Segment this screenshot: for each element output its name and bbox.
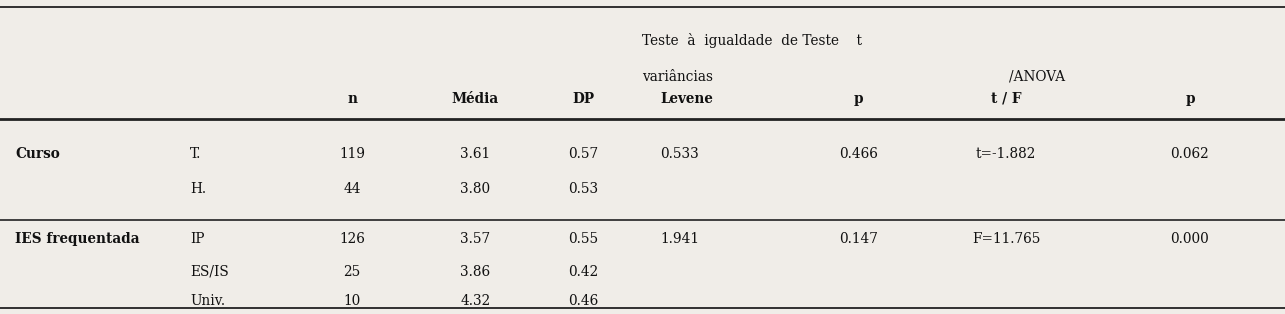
Text: 1.941: 1.941 [660, 232, 699, 246]
Text: Curso: Curso [15, 147, 60, 161]
Text: 0.46: 0.46 [568, 295, 599, 308]
Text: t=-1.882: t=-1.882 [977, 147, 1036, 161]
Text: Levene: Levene [660, 92, 713, 106]
Text: 44: 44 [343, 182, 361, 196]
Text: 25: 25 [343, 265, 361, 279]
Text: 3.80: 3.80 [460, 182, 491, 196]
Text: F=11.765: F=11.765 [971, 232, 1041, 246]
Text: Teste  à  igualdade  de Teste    t: Teste à igualdade de Teste t [642, 33, 862, 48]
Text: DP: DP [572, 92, 595, 106]
Text: n: n [347, 92, 357, 106]
Text: IES frequentada: IES frequentada [15, 232, 140, 246]
Text: H.: H. [190, 182, 207, 196]
Text: ES/IS: ES/IS [190, 265, 229, 279]
Text: 0.53: 0.53 [568, 182, 599, 196]
Text: 3.86: 3.86 [460, 265, 491, 279]
Text: 0.062: 0.062 [1171, 147, 1209, 161]
Text: /ANOVA: /ANOVA [1009, 70, 1065, 84]
Text: 0.000: 0.000 [1171, 232, 1209, 246]
Text: t / F: t / F [991, 92, 1022, 106]
Text: 119: 119 [339, 147, 365, 161]
Text: 126: 126 [339, 232, 365, 246]
Text: variâncias: variâncias [642, 70, 713, 84]
Text: IP: IP [190, 232, 204, 246]
Text: 10: 10 [343, 295, 361, 308]
Text: Média: Média [452, 92, 499, 106]
Text: 0.57: 0.57 [568, 147, 599, 161]
Text: p: p [853, 92, 864, 106]
Text: 0.42: 0.42 [568, 265, 599, 279]
Text: p: p [1185, 92, 1195, 106]
Text: 0.55: 0.55 [568, 232, 599, 246]
Text: Univ.: Univ. [190, 295, 225, 308]
Text: 3.57: 3.57 [460, 232, 491, 246]
Text: 3.61: 3.61 [460, 147, 491, 161]
Text: 0.533: 0.533 [660, 147, 699, 161]
Text: 0.147: 0.147 [839, 232, 878, 246]
Text: T.: T. [190, 147, 202, 161]
Text: 4.32: 4.32 [460, 295, 491, 308]
Text: 0.466: 0.466 [839, 147, 878, 161]
